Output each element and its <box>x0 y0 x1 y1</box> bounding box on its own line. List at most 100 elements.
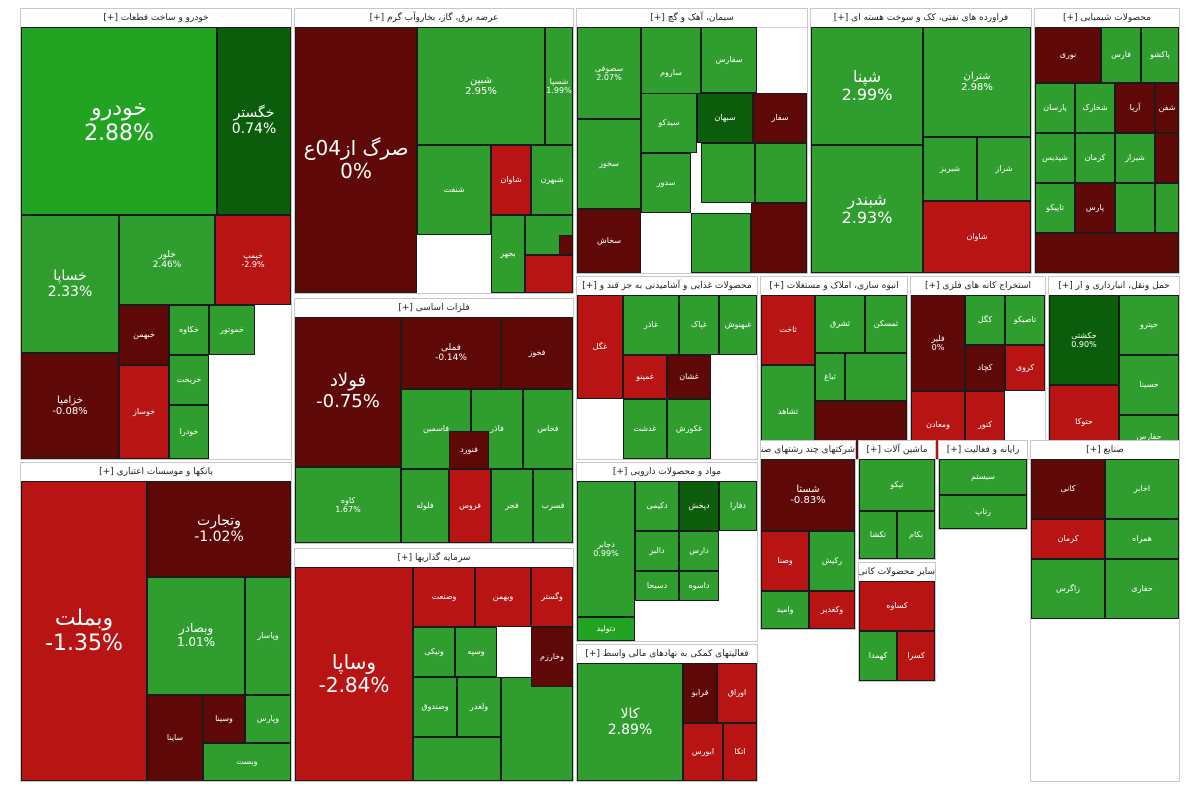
sector-title[interactable]: انبوه سازی، املاک و مستغلات [+] <box>761 277 907 296</box>
stock-tile[interactable]: کچاد <box>965 345 1005 391</box>
stock-tile[interactable]: ونیکی <box>413 627 455 677</box>
sector-title[interactable]: فعالیتهای کمکی به نهادهای مالی واسط [+] <box>577 645 757 664</box>
stock-tile[interactable]: سیدکو <box>641 93 697 153</box>
stock-tile[interactable]: وصنا <box>761 531 809 591</box>
stock-tile[interactable]: بجهر <box>491 215 525 293</box>
stock-tile[interactable]: حسینا <box>1119 355 1179 415</box>
stock-tile[interactable]: دالبر <box>635 531 679 571</box>
sector-title[interactable]: سایر محصولات کانی [+] <box>859 563 935 582</box>
stock-tile[interactable]: حپترو <box>1119 295 1179 355</box>
stock-tile[interactable]: فخوز <box>501 317 573 389</box>
stock-tile[interactable]: غاذر <box>623 295 679 355</box>
stock-tile[interactable]: تاپیکو <box>1035 183 1075 233</box>
stock-tile[interactable]: خموتور <box>209 305 255 355</box>
stock-tile[interactable]: فلوله <box>401 469 449 543</box>
sector-title[interactable]: سرمایه گذاریها [+] <box>295 549 573 568</box>
stock-tile[interactable]: فنورد <box>449 431 489 469</box>
stock-tile[interactable]: شبندر 2.93% <box>811 145 923 273</box>
sector-title[interactable]: مواد و محصولات دارویی [+] <box>577 463 757 482</box>
stock-tile[interactable]: کانی <box>1031 459 1105 519</box>
stock-tile[interactable]: شبهرن <box>531 145 573 215</box>
stock-tile[interactable]: سدور <box>641 153 691 213</box>
stock-tile[interactable]: کالا 2.89% <box>577 663 683 781</box>
stock-tile[interactable]: خودرا <box>169 405 209 459</box>
stock-tile[interactable]: وبصادر 1.01% <box>147 577 245 695</box>
stock-tile[interactable]: رتاپ <box>939 495 1027 529</box>
stock-tile[interactable]: غگل <box>577 295 623 399</box>
stock-tile[interactable]: شراز <box>977 137 1031 201</box>
stock-tile[interactable]: حکشتی 0.90% <box>1049 295 1119 385</box>
stock-tile[interactable]: فسرب <box>533 469 573 543</box>
stock-tile[interactable]: دتولید <box>577 617 635 641</box>
stock-tile[interactable]: شپنا 2.99% <box>811 27 923 145</box>
stock-tile[interactable]: همراه <box>1105 519 1179 559</box>
stock-tile[interactable]: وامید <box>761 591 809 629</box>
stock-tile[interactable]: وکغدیر <box>809 591 855 629</box>
stock-tile[interactable]: دارس <box>679 531 719 571</box>
sector-title[interactable]: بانکها و موسسات اعتباری [+] <box>21 463 291 482</box>
stock-tile[interactable]: دجابر 0.99% <box>577 481 635 617</box>
stock-tile[interactable]: فجر <box>491 469 533 543</box>
stock-tile[interactable]: وخارزم <box>531 627 573 687</box>
stock-tile[interactable]: کساوه <box>859 581 935 631</box>
stock-tile[interactable]: پارس <box>1075 183 1115 233</box>
stock-tile[interactable]: وبهمن <box>475 567 531 627</box>
stock-tile[interactable]: خساپا 2.33% <box>21 215 119 353</box>
stock-tile[interactable]: کاوه 1.67% <box>295 467 401 543</box>
stock-tile[interactable]: خبهمن <box>119 305 169 365</box>
stock-tile[interactable]: فلیر 0% <box>911 295 965 391</box>
stock-tile[interactable]: آریا <box>1115 83 1155 133</box>
stock-tile[interactable]: فرابو <box>683 663 717 723</box>
stock-tile[interactable]: شسپا 1.99% <box>545 27 573 145</box>
stock-tile[interactable]: سفار <box>753 93 807 143</box>
stock-tile[interactable]: غپاک <box>679 295 719 355</box>
stock-tile[interactable]: وپاسار <box>245 577 291 695</box>
stock-tile[interactable]: تاصیکو <box>1005 295 1045 345</box>
stock-tile[interactable]: غبهنوش <box>719 295 757 355</box>
stock-tile[interactable]: وتجارت -1.02% <box>147 481 291 577</box>
stock-tile[interactable]: سفارس <box>701 27 757 93</box>
stock-tile[interactable]: شبریز <box>923 137 977 201</box>
stock-tile[interactable]: ابورس <box>683 723 723 781</box>
stock-tile[interactable]: ثشرق <box>815 295 865 353</box>
stock-tile[interactable]: غکورش <box>667 399 711 459</box>
stock-tile[interactable]: فولاد -0.75% <box>295 317 401 467</box>
stock-tile[interactable]: خگستر 0.74% <box>217 27 291 215</box>
stock-tile[interactable]: اخابر <box>1105 459 1179 519</box>
stock-tile[interactable]: تکشا <box>859 511 897 559</box>
stock-tile[interactable]: کرمان <box>1075 133 1115 183</box>
stock-tile[interactable]: شخارک <box>1075 83 1115 133</box>
sector-title[interactable]: فلزات اساسی [+] <box>295 299 573 318</box>
stock-tile[interactable]: حفاری <box>1105 559 1179 619</box>
stock-tile[interactable]: دکیمی <box>635 481 679 531</box>
stock-tile[interactable]: غمینو <box>623 355 667 399</box>
sector-title[interactable]: محصولات غذایی و آشامیدنی به جز قند و [+] <box>577 277 757 296</box>
stock-tile[interactable]: خریخت <box>169 355 209 405</box>
stock-tile[interactable]: خپمپ -2.9% <box>215 215 291 305</box>
sector-title[interactable]: صنایع [+] <box>1031 441 1179 460</box>
stock-tile[interactable]: وبملت -1.35% <box>21 481 147 781</box>
stock-tile[interactable]: خلور 2.46% <box>119 215 215 305</box>
stock-tile[interactable]: دسبحا <box>635 571 679 601</box>
stock-tile[interactable]: خکاوه <box>169 305 209 355</box>
stock-tile[interactable]: شاوان <box>923 201 1031 273</box>
stock-tile[interactable]: ثمسکن <box>865 295 907 353</box>
stock-tile[interactable]: غشان <box>667 355 711 399</box>
stock-tile[interactable]: فخاس <box>523 389 573 469</box>
stock-tile[interactable]: پاکشو <box>1141 27 1179 83</box>
stock-tile[interactable]: وسینا <box>203 695 245 743</box>
stock-tile[interactable]: شفن <box>1155 83 1179 133</box>
stock-tile[interactable]: اتکا <box>723 723 757 781</box>
sector-title[interactable]: خودرو و ساخت قطعات [+] <box>21 9 291 28</box>
stock-tile[interactable]: داسوه <box>679 571 719 601</box>
sector-title[interactable]: فراورده های نفتی، کک و سوخت هسته ای [+] <box>811 9 1031 28</box>
stock-tile[interactable]: شیراز <box>1115 133 1155 183</box>
stock-tile[interactable]: فارس <box>1101 27 1141 83</box>
stock-tile[interactable]: شستا -0.83% <box>761 459 855 531</box>
sector-title[interactable]: سیمان، آهک و گچ [+] <box>577 9 807 28</box>
sector-title[interactable]: محصولات شیمیایی [+] <box>1035 9 1179 28</box>
stock-tile[interactable]: فروس <box>449 469 491 543</box>
stock-tile[interactable]: وبست <box>203 743 291 781</box>
stock-tile[interactable]: وپارس <box>245 695 291 743</box>
stock-tile[interactable]: کسرا <box>897 631 935 681</box>
